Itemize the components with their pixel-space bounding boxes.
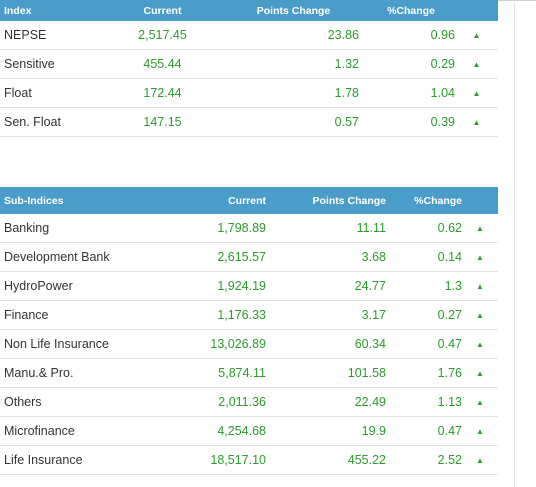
current-value: 18,517.10 bbox=[160, 445, 272, 475]
pct-change-value: 0.47 bbox=[392, 329, 462, 359]
pct-change-value: 1.04 bbox=[367, 78, 455, 108]
table-row: Float 172.44 1.78 1.04 ▲ bbox=[0, 78, 498, 108]
pct-change-value: 0.39 bbox=[367, 107, 455, 137]
index-name: Banking bbox=[0, 214, 160, 243]
index-name: Non Life Insurance bbox=[0, 329, 160, 359]
up-arrow-icon: ▲ bbox=[462, 214, 498, 243]
current-value: 1,798.89 bbox=[160, 214, 272, 243]
points-change-value: 11.11 bbox=[272, 214, 392, 243]
pct-change-value: 1.13 bbox=[392, 387, 462, 417]
header-sub-indices: Sub-Indices bbox=[0, 187, 160, 214]
header-pct-change: %Change bbox=[367, 0, 455, 21]
table-row: Development Bank 2,615.57 3.68 0.14 ▲ bbox=[0, 242, 498, 272]
side-divider bbox=[514, 0, 515, 487]
pct-change-value: 0.27 bbox=[392, 300, 462, 330]
header-current: Current bbox=[105, 0, 220, 21]
table-row: Sen. Float 147.15 0.57 0.39 ▲ bbox=[0, 107, 498, 137]
points-change-value: 22.49 bbox=[272, 387, 392, 417]
current-value: 5,874.11 bbox=[160, 358, 272, 388]
up-arrow-icon: ▲ bbox=[455, 21, 498, 50]
points-change-value: 0.57 bbox=[220, 107, 367, 137]
pct-change-value: 0.14 bbox=[392, 242, 462, 272]
points-change-value: 19.9 bbox=[272, 416, 392, 446]
index-name: NEPSE bbox=[0, 21, 105, 50]
pct-change-value: 0.62 bbox=[392, 214, 462, 243]
table-row: Life Insurance 18,517.10 455.22 2.52 ▲ bbox=[0, 445, 498, 475]
pct-change-value: 1.3 bbox=[392, 271, 462, 301]
current-value: 13,026.89 bbox=[160, 329, 272, 359]
current-value: 4,254.68 bbox=[160, 416, 272, 446]
current-value: 455.44 bbox=[105, 49, 220, 79]
pct-change-value: 2.52 bbox=[392, 445, 462, 475]
up-arrow-icon: ▲ bbox=[462, 416, 498, 446]
index-header-row: Index Current Points Change %Change bbox=[0, 0, 498, 21]
current-value: 2,615.57 bbox=[160, 242, 272, 272]
points-change-value: 1.32 bbox=[220, 49, 367, 79]
up-arrow-icon: ▲ bbox=[462, 300, 498, 330]
index-name: Manu.& Pro. bbox=[0, 358, 160, 388]
points-change-value: 24.77 bbox=[272, 271, 392, 301]
points-change-value: 1.78 bbox=[220, 78, 367, 108]
index-name: Others bbox=[0, 387, 160, 417]
current-value: 172.44 bbox=[105, 78, 220, 108]
up-arrow-icon: ▲ bbox=[462, 445, 498, 475]
current-value: 2,011.36 bbox=[160, 387, 272, 417]
sub-indices-table: Sub-Indices Current Points Change %Chang… bbox=[0, 187, 498, 475]
table-row: Microfinance 4,254.68 19.9 0.47 ▲ bbox=[0, 416, 498, 446]
table-row: Others 2,011.36 22.49 1.13 ▲ bbox=[0, 387, 498, 417]
table-row: NEPSE 2,517.45 23.86 0.96 ▲ bbox=[0, 21, 498, 50]
current-value: 2,517.45 bbox=[105, 21, 220, 50]
index-name: Sensitive bbox=[0, 49, 105, 79]
up-arrow-icon: ▲ bbox=[462, 271, 498, 301]
index-name: HydroPower bbox=[0, 271, 160, 301]
header-arrow-spacer bbox=[455, 0, 498, 21]
index-name: Sen. Float bbox=[0, 107, 105, 137]
up-arrow-icon: ▲ bbox=[462, 358, 498, 388]
up-arrow-icon: ▲ bbox=[462, 329, 498, 359]
table-row: HydroPower 1,924.19 24.77 1.3 ▲ bbox=[0, 271, 498, 301]
table-row: Manu.& Pro. 5,874.11 101.58 1.76 ▲ bbox=[0, 358, 498, 388]
index-table: Index Current Points Change %Change NEPS… bbox=[0, 0, 498, 137]
pct-change-value: 0.47 bbox=[392, 416, 462, 446]
pct-change-value: 0.29 bbox=[367, 49, 455, 79]
points-change-value: 101.58 bbox=[272, 358, 392, 388]
points-change-value: 60.34 bbox=[272, 329, 392, 359]
table-row: Banking 1,798.89 11.11 0.62 ▲ bbox=[0, 214, 498, 243]
current-value: 1,924.19 bbox=[160, 271, 272, 301]
index-name: Development Bank bbox=[0, 242, 160, 272]
current-value: 147.15 bbox=[105, 107, 220, 137]
pct-change-value: 1.76 bbox=[392, 358, 462, 388]
up-arrow-icon: ▲ bbox=[455, 78, 498, 108]
index-name: Microfinance bbox=[0, 416, 160, 446]
up-arrow-icon: ▲ bbox=[462, 387, 498, 417]
pct-change-value: 0.96 bbox=[367, 21, 455, 50]
index-name: Finance bbox=[0, 300, 160, 330]
index-name: Life Insurance bbox=[0, 445, 160, 475]
table-row: Finance 1,176.33 3.17 0.27 ▲ bbox=[0, 300, 498, 330]
header-points-change: Points Change bbox=[272, 187, 392, 214]
header-arrow-spacer bbox=[462, 187, 498, 214]
header-current: Current bbox=[160, 187, 272, 214]
header-points-change: Points Change bbox=[220, 0, 367, 21]
points-change-value: 455.22 bbox=[272, 445, 392, 475]
table-row: Non Life Insurance 13,026.89 60.34 0.47 ▲ bbox=[0, 329, 498, 359]
header-index: Index bbox=[0, 0, 105, 21]
current-value: 1,176.33 bbox=[160, 300, 272, 330]
points-change-value: 3.68 bbox=[272, 242, 392, 272]
header-pct-change: %Change bbox=[392, 187, 462, 214]
table-row: Sensitive 455.44 1.32 0.29 ▲ bbox=[0, 49, 498, 79]
up-arrow-icon: ▲ bbox=[462, 242, 498, 272]
up-arrow-icon: ▲ bbox=[455, 107, 498, 137]
index-name: Float bbox=[0, 78, 105, 108]
up-arrow-icon: ▲ bbox=[455, 49, 498, 79]
top-divider bbox=[498, 0, 536, 1]
points-change-value: 3.17 bbox=[272, 300, 392, 330]
sub-header-row: Sub-Indices Current Points Change %Chang… bbox=[0, 187, 498, 214]
points-change-value: 23.86 bbox=[220, 21, 367, 50]
